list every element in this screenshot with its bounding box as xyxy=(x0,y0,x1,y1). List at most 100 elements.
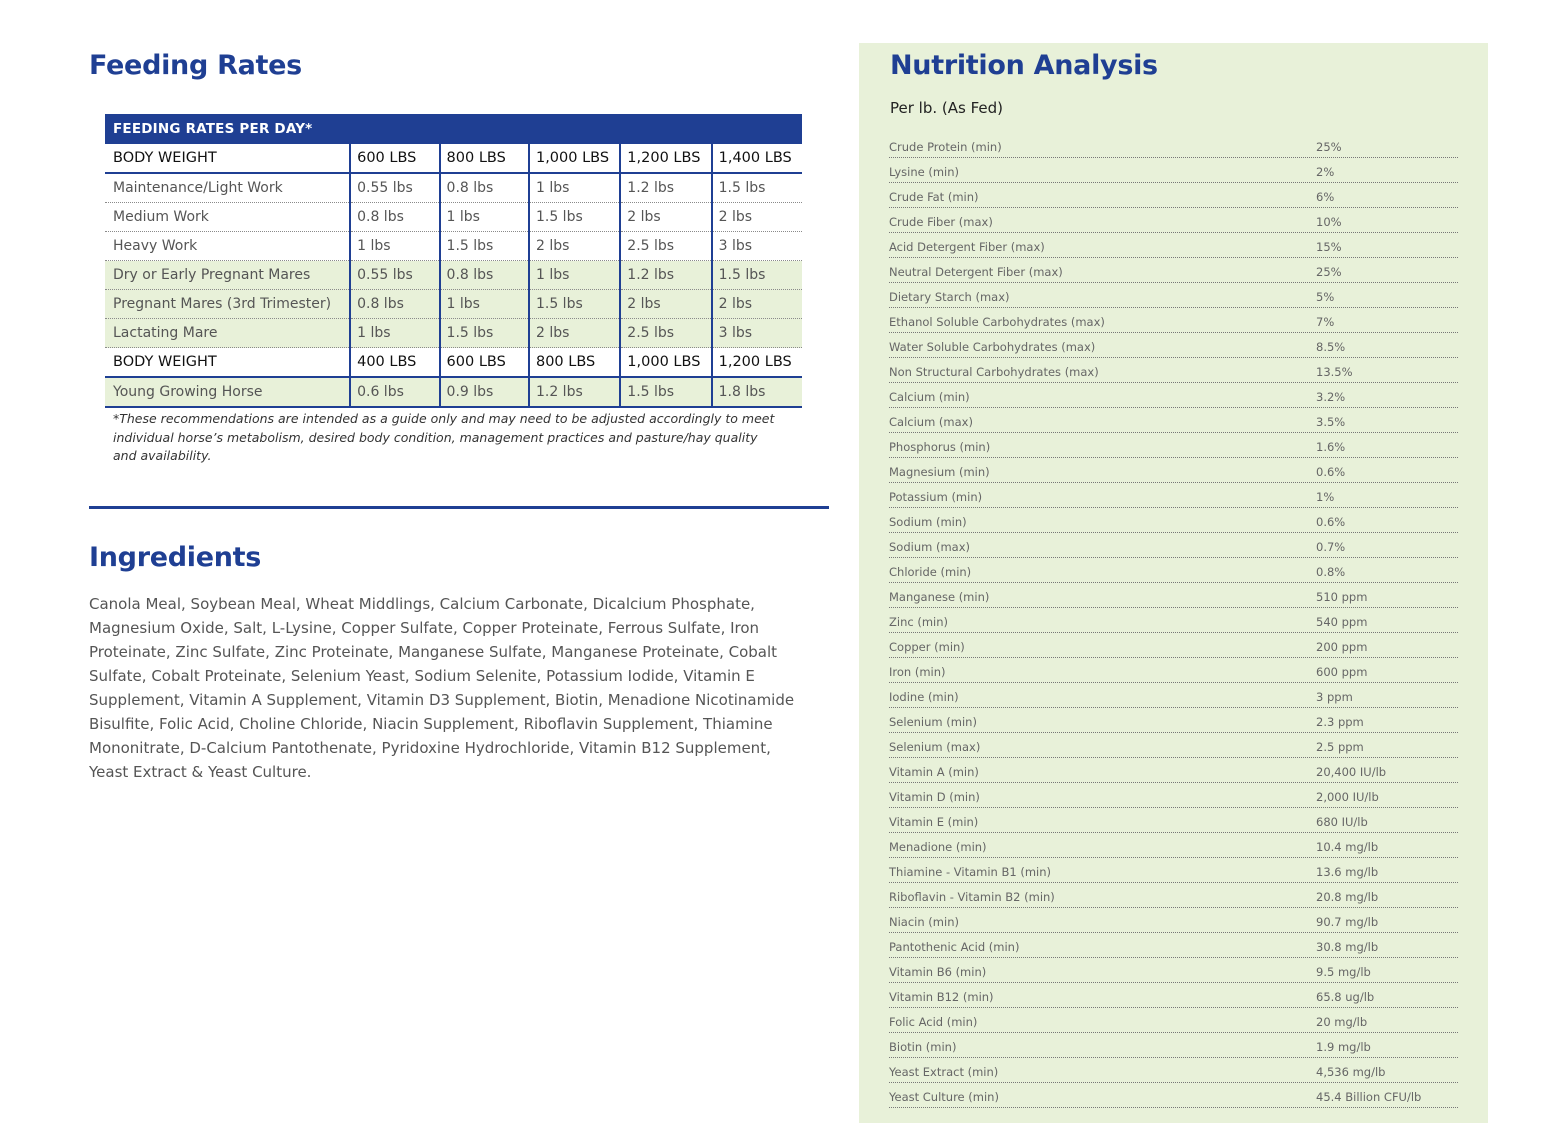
nutrient-name: Dietary Starch (max) xyxy=(889,290,1010,304)
cell-value: 1,000 LBS xyxy=(527,144,621,174)
nutrient-name: Copper (min) xyxy=(889,640,965,654)
cell-value: 3 lbs xyxy=(710,318,802,348)
nutrient-name: Vitamin B12 (min) xyxy=(889,990,994,1004)
cell-value: 0.55 lbs xyxy=(349,173,440,203)
nutrient-row: Calcium (max) 3.5% xyxy=(889,408,1458,433)
nutrition-list: Crude Protein (min) 25% Lysine (min) 2% Crud… xyxy=(889,133,1458,1108)
nutrient-value: 20 mg/lb xyxy=(1316,1015,1368,1029)
row-label: Young Growing Horse xyxy=(105,377,351,408)
nutrient-row: Phosphorus (min) 1.6% xyxy=(889,433,1458,458)
cell-value: 1.5 lbs xyxy=(710,260,802,290)
nutrient-value: 13.6 mg/lb xyxy=(1316,865,1379,879)
cell-value: 2 lbs xyxy=(527,231,621,261)
cell-value: 0.8 lbs xyxy=(349,202,440,232)
nutrient-name: Pantothenic Acid (min) xyxy=(889,940,1020,954)
nutrient-name: Lysine (min) xyxy=(889,165,960,179)
row-label: Pregnant Mares (3rd Trimester) xyxy=(105,289,351,319)
cell-value: 0.8 lbs xyxy=(349,289,440,319)
nutrient-row: Crude Protein (min) 25% xyxy=(889,133,1458,158)
cell-value: 1,400 LBS xyxy=(710,144,802,174)
cell-value: 1 lbs xyxy=(349,231,440,261)
nutrient-name: Biotin (min) xyxy=(889,1040,957,1054)
cell-value: 600 LBS xyxy=(349,144,440,174)
feeding-rates-table: FEEDING RATES PER DAY* BODY WEIGHT 600 LB… xyxy=(105,114,802,408)
ingredients-list: Canola Meal, Soybean Meal, Wheat Middlin… xyxy=(89,595,795,781)
nutrient-value: 1.9 mg/lb xyxy=(1316,1040,1371,1054)
nutrient-row: Selenium (max) 2.5 ppm xyxy=(889,733,1458,758)
table-row: Maintenance/Light Work 0.55 lbs 0.8 lbs 1 l… xyxy=(105,173,802,203)
table-row: Young Growing Horse 0.6 lbs 0.9 lbs 1.2 lbs… xyxy=(105,377,802,408)
nutrient-name: Folic Acid (min) xyxy=(889,1015,978,1029)
nutrient-row: Vitamin B6 (min) 9.5 mg/lb xyxy=(889,958,1458,983)
nutrient-name: Calcium (max) xyxy=(889,415,973,429)
cell-value: 1.5 lbs xyxy=(710,173,802,203)
nutrient-value: 4,536 mg/lb xyxy=(1316,1065,1386,1079)
nutrient-value: 600 ppm xyxy=(1316,665,1368,679)
nutrient-value: 7% xyxy=(1316,315,1335,329)
cell-value: 800 LBS xyxy=(527,347,621,378)
nutrient-name: Riboflavin - Vitamin B2 (min) xyxy=(889,890,1055,904)
cell-value: 1.5 lbs xyxy=(619,377,712,408)
nutrient-value: 5% xyxy=(1316,290,1335,304)
nutrient-name: Selenium (min) xyxy=(889,715,977,729)
cell-value: 1.2 lbs xyxy=(527,377,621,408)
nutrient-value: 0.6% xyxy=(1316,515,1346,529)
nutrient-name: Vitamin B6 (min) xyxy=(889,965,987,979)
nutrient-row: Folic Acid (min) 20 mg/lb xyxy=(889,1008,1458,1033)
body-weight-header-row: BODY WEIGHT 400 LBS 600 LBS 800 LBS 1,000 LB… xyxy=(105,347,802,378)
nutrient-value: 2.3 ppm xyxy=(1316,715,1364,729)
nutrient-value: 15% xyxy=(1316,240,1342,254)
nutrient-row: Vitamin E (min) 680 IU/lb xyxy=(889,808,1458,833)
nutrient-value: 10% xyxy=(1316,215,1342,229)
nutrient-row: Manganese (min) 510 ppm xyxy=(889,583,1458,608)
body-weight-header-row: BODY WEIGHT 600 LBS 800 LBS 1,000 LBS 1,200 … xyxy=(105,144,802,174)
nutrient-value: 6% xyxy=(1316,190,1335,204)
nutrient-value: 1.6% xyxy=(1316,440,1346,454)
table-row: Lactating Mare 1 lbs 1.5 lbs 2 lbs 2.5 lbs 3 … xyxy=(105,318,802,348)
nutrient-name: Thiamine - Vitamin B1 (min) xyxy=(889,865,1052,879)
nutrient-value: 9.5 mg/lb xyxy=(1316,965,1371,979)
nutrient-name: Vitamin A (min) xyxy=(889,765,979,779)
row-label: Medium Work xyxy=(105,202,351,232)
row-label: Lactating Mare xyxy=(105,318,351,348)
table-row: Pregnant Mares (3rd Trimester) 0.8 lbs 1 l… xyxy=(105,289,802,319)
cell-value: 0.8 lbs xyxy=(438,260,529,290)
nutrient-value: 45.4 Billion CFU/lb xyxy=(1316,1090,1422,1104)
cell-value: 0.6 lbs xyxy=(349,377,440,408)
nutrient-name: Iron (min) xyxy=(889,665,946,679)
nutrient-row: Crude Fiber (max) 10% xyxy=(889,208,1458,233)
nutrient-value: 8.5% xyxy=(1316,340,1346,354)
cell-value: 0.9 lbs xyxy=(438,377,529,408)
cell-value: 600 LBS xyxy=(438,347,529,378)
nutrient-name: Crude Protein (min) xyxy=(889,140,1002,154)
cell-value: 2 lbs xyxy=(710,202,802,232)
ingredients-title: Ingredients xyxy=(89,542,262,573)
nutrient-name: Selenium (max) xyxy=(889,740,981,754)
nutrient-value: 680 IU/lb xyxy=(1316,815,1368,829)
nutrient-value: 90.7 mg/lb xyxy=(1316,915,1379,929)
cell-value: 2 lbs xyxy=(527,318,621,348)
nutrient-value: 30.8 mg/lb xyxy=(1316,940,1379,954)
cell-value: 400 LBS xyxy=(349,347,440,378)
nutrient-row: Biotin (min) 1.9 mg/lb xyxy=(889,1033,1458,1058)
nutrient-name: Vitamin E (min) xyxy=(889,815,979,829)
nutrient-name: Yeast Culture (min) xyxy=(889,1090,999,1104)
cell-value: 0.55 lbs xyxy=(349,260,440,290)
nutrient-value: 200 ppm xyxy=(1316,640,1368,654)
nutrient-value: 0.6% xyxy=(1316,465,1346,479)
nutrient-row: Magnesium (min) 0.6% xyxy=(889,458,1458,483)
nutrition-subtitle: Per lb. (As Fed) xyxy=(890,99,1004,117)
nutrient-name: Yeast Extract (min) xyxy=(889,1065,999,1079)
cell-value: 3 lbs xyxy=(710,231,802,261)
nutrient-value: 540 ppm xyxy=(1316,615,1368,629)
cell-value: 1 lbs xyxy=(438,202,529,232)
nutrient-row: Dietary Starch (max) 5% xyxy=(889,283,1458,308)
cell-value: 800 LBS xyxy=(438,144,529,174)
row-label: Dry or Early Pregnant Mares xyxy=(105,260,351,290)
nutrient-name: Menadione (min) xyxy=(889,840,987,854)
nutrient-name: Potassium (min) xyxy=(889,490,983,504)
cell-value: 2 lbs xyxy=(710,289,802,319)
nutrient-name: Magnesium (min) xyxy=(889,465,990,479)
nutrient-value: 1% xyxy=(1316,490,1335,504)
nutrient-name: Calcium (min) xyxy=(889,390,970,404)
